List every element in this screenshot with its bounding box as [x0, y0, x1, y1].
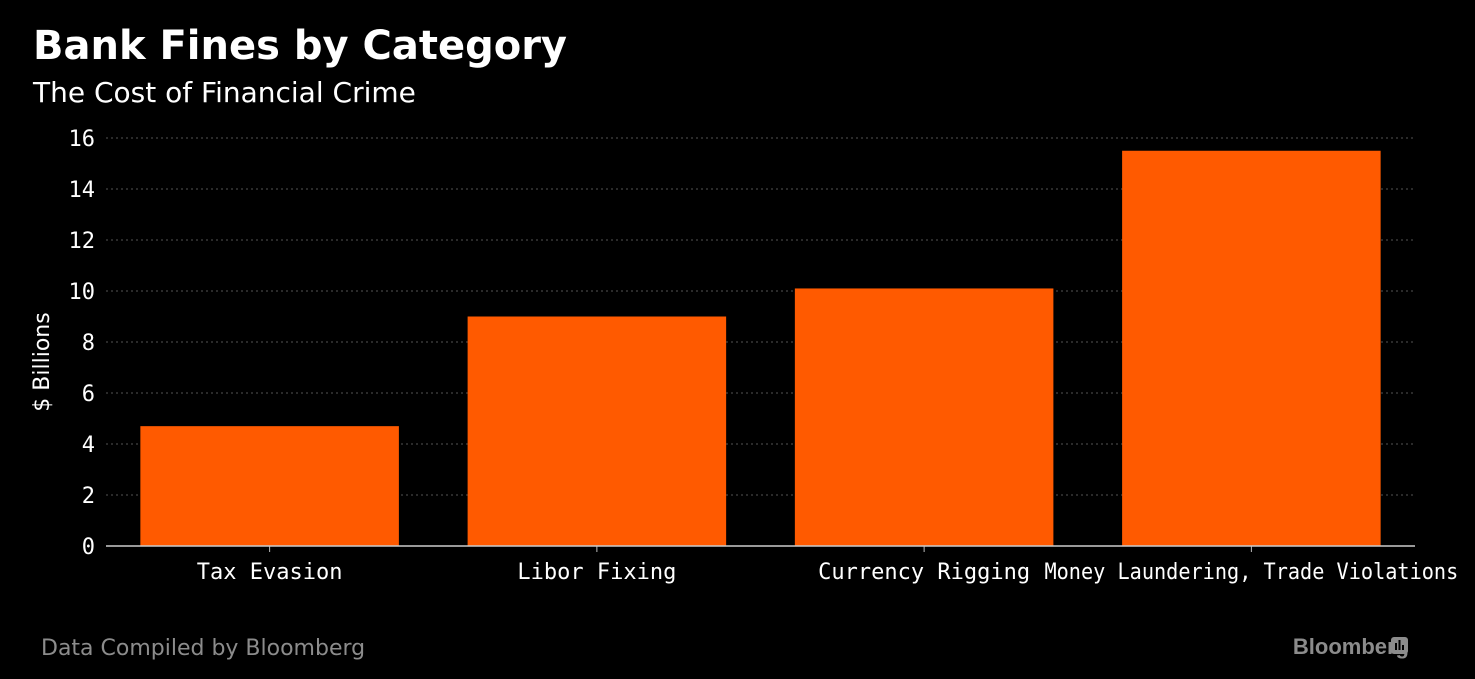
- y-tick-label: 14: [69, 178, 96, 203]
- y-tick-label: 8: [82, 331, 95, 356]
- y-tick-label: 0: [82, 535, 95, 560]
- chart-title: Bank Fines by Category: [33, 23, 568, 69]
- y-tick-label: 4: [82, 433, 95, 458]
- x-tick-label: Currency Rigging: [818, 560, 1030, 585]
- y-tick-label: 12: [69, 229, 96, 254]
- bar: [794, 288, 1054, 546]
- y-axis-label: $ Billions: [30, 312, 55, 411]
- x-tick-label: Tax Evasion: [197, 560, 343, 585]
- bars: [140, 150, 1381, 546]
- bar: [1122, 150, 1381, 546]
- x-tick-labels: Tax Evasion Libor Fixing Currency Rigging M…: [197, 560, 1459, 585]
- y-tick-label: 16: [69, 127, 96, 152]
- x-tick-label: Libor Fixing: [517, 560, 676, 585]
- bar: [467, 316, 727, 546]
- source-note: Data Compiled by Bloomberg: [41, 636, 366, 661]
- chart-subtitle: The Cost of Financial Crime: [33, 76, 416, 109]
- bloomberg-chart-icon: [1391, 637, 1408, 654]
- brand-logo: Bloomberg: [1292, 634, 1409, 659]
- y-tick-label: 6: [82, 382, 95, 407]
- bar-chart: 0 2 4 6 8 10 12 14 16 Tax Evasion Libor Fixing Cur…: [30, 127, 1459, 585]
- x-axis: [106, 545, 1415, 552]
- bar: [140, 426, 399, 546]
- x-tick-label: Money Laundering, Trade Violations: [1044, 560, 1458, 585]
- y-tick-label: 2: [82, 484, 95, 509]
- y-tick-labels: 0 2 4 6 8 10 12 14 16: [69, 127, 96, 560]
- y-tick-label: 10: [69, 280, 96, 305]
